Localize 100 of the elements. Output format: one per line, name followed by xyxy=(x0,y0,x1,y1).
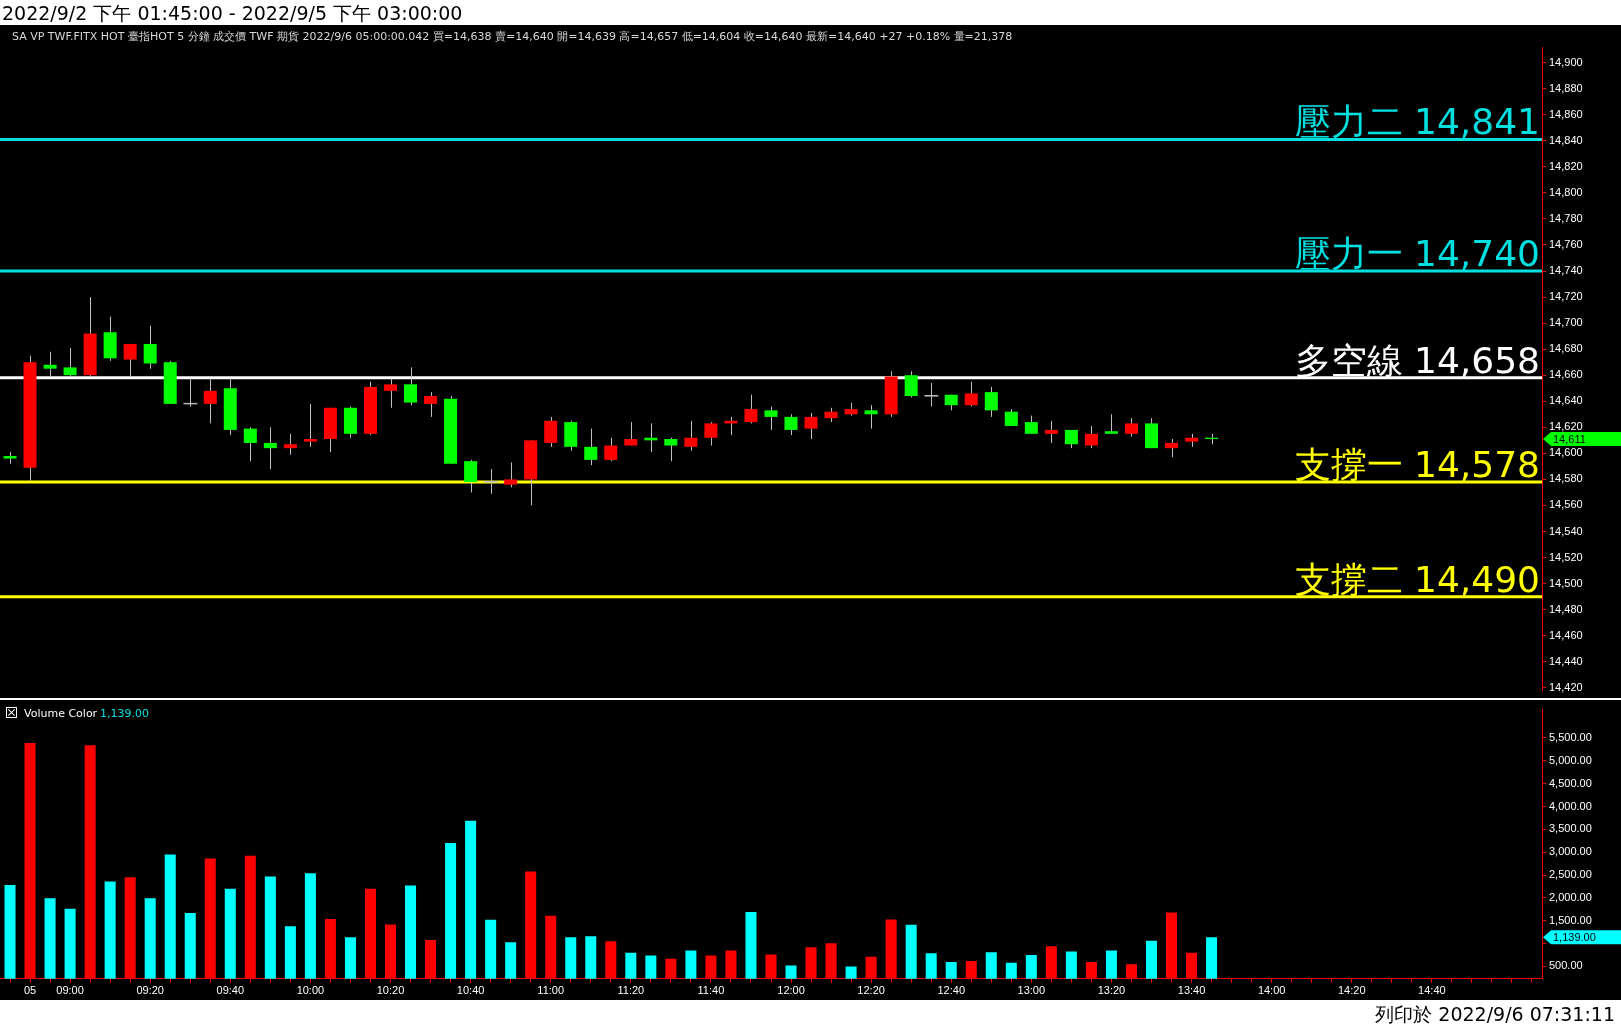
candlestick xyxy=(504,461,518,488)
x-tick-label: 13:40 xyxy=(1177,984,1206,997)
y-tick-label: 14,700 xyxy=(1549,316,1583,329)
candlestick xyxy=(484,468,499,495)
y-tick-label: 2,000.00 xyxy=(1549,890,1592,903)
y-tick-label: 14,540 xyxy=(1549,524,1583,537)
candlestick xyxy=(964,381,978,407)
y-tick-label: 14,820 xyxy=(1549,159,1583,172)
y-tick-label: 14,760 xyxy=(1549,238,1583,250)
y-tick-label: 14,860 xyxy=(1549,107,1583,120)
y-tick-label: 14,900 xyxy=(1549,55,1583,68)
y-tick-label: 14,440 xyxy=(1549,654,1583,667)
candlestick xyxy=(684,420,698,452)
y-tick-label: 14,600 xyxy=(1549,446,1583,459)
ref-line-label: 壓力一 14,740 xyxy=(1294,233,1540,275)
y-tick-label: 1,500.00 xyxy=(1549,913,1592,926)
y-tick-label: 14,580 xyxy=(1549,472,1583,485)
candlestick xyxy=(63,347,77,378)
y-tick-label: 14,740 xyxy=(1549,264,1583,277)
y-tick-label: 14,800 xyxy=(1549,185,1583,198)
x-tick-label: 12:40 xyxy=(937,984,965,997)
y-tick-label: 14,840 xyxy=(1549,133,1583,146)
candlestick xyxy=(704,421,718,447)
y-tick-label: 14,460 xyxy=(1549,628,1583,641)
y-tick-label: 3,000.00 xyxy=(1549,845,1592,858)
y-tick-label: 4,000.00 xyxy=(1549,799,1592,812)
y-tick-label: 14,880 xyxy=(1549,81,1583,94)
candlestick xyxy=(1124,417,1138,437)
y-tick-label: 14,420 xyxy=(1549,680,1583,693)
candlestick xyxy=(904,370,918,398)
x-tick-label: 09:20 xyxy=(136,984,164,997)
candlestick xyxy=(404,366,418,406)
y-tick-label: 14,720 xyxy=(1549,290,1583,303)
candlestick xyxy=(584,428,598,466)
candlestick xyxy=(384,378,398,409)
y-tick-label: 14,500 xyxy=(1549,576,1583,589)
ref-line-label: 支撐二 14,490 xyxy=(1294,558,1540,600)
chart-subtitle: SA VP TWF.FITX HOT 臺指HOT 5 分鐘 成交價 TWF 期貨 2022/9/6 05:00:00.042 買=14,638 賣=14,640 開=14,639 高=14,657 低=14,604 收=14,640 最新=14,640 +27 +0.18% 量=21,378 xyxy=(12,29,1013,44)
x-tick-label: 14:20 xyxy=(1337,984,1366,997)
candlestick xyxy=(1165,438,1179,458)
text: 1,139.00 xyxy=(1553,931,1596,944)
chart-title: 2022/9/2 下午 01:45:00 - 2022/9/5 下午 03:00:00 xyxy=(2,1,463,26)
candlestick xyxy=(744,394,758,424)
candlestick xyxy=(1084,425,1098,449)
x-tick-label: 12:20 xyxy=(857,984,885,997)
x-tick-label: 11:40 xyxy=(697,984,725,997)
candlestick xyxy=(784,413,798,436)
chart-subtitle: 1,139.00 xyxy=(100,707,149,720)
candlestick xyxy=(143,325,157,370)
candlestick xyxy=(1044,420,1058,444)
y-tick-label: 14,780 xyxy=(1549,211,1583,224)
x-tick-label: 13:20 xyxy=(1097,984,1126,997)
y-tick-label: 3,500.00 xyxy=(1549,822,1592,835)
x-tick-label: 09:00 xyxy=(56,984,84,997)
x-tick-label: 13:00 xyxy=(1017,984,1046,997)
y-tick-label: 14,660 xyxy=(1549,368,1583,381)
candlestick xyxy=(624,421,638,447)
candlestick xyxy=(303,403,317,448)
text: 14,611 xyxy=(1553,433,1586,446)
candlestick xyxy=(1104,413,1118,435)
ref-line-label: 支撐一 14,578 xyxy=(1294,444,1540,486)
x-tick-label: 11:20 xyxy=(617,984,645,997)
candlestick xyxy=(664,437,678,462)
candlestick xyxy=(764,405,778,431)
y-tick-label: 4,500.00 xyxy=(1549,776,1592,789)
y-tick-label: 14,680 xyxy=(1549,342,1583,355)
candlestick xyxy=(464,459,478,493)
text: 列印於 2022/9/6 07:31:11 xyxy=(1375,1002,1615,1025)
x-tick-label: 12:00 xyxy=(777,984,805,997)
y-tick-label: 500.00 xyxy=(1549,959,1583,972)
x-tick-label: 09:40 xyxy=(216,984,245,997)
candlestick xyxy=(424,391,438,418)
candlestick xyxy=(43,351,57,378)
candlestick xyxy=(203,378,217,424)
candlestick xyxy=(243,426,257,462)
x-tick-label: 10:40 xyxy=(456,984,485,997)
chart-title: Volume Color xyxy=(24,707,98,720)
candlestick xyxy=(544,416,558,448)
y-tick-label: 14,620 xyxy=(1549,420,1583,433)
x-tick-label: 05 xyxy=(23,984,37,997)
x-tick-label: 10:20 xyxy=(376,984,405,997)
candlestick xyxy=(604,437,618,462)
candlestick xyxy=(984,386,998,418)
y-tick-label: 2,500.00 xyxy=(1549,868,1592,881)
candlestick xyxy=(804,412,818,440)
y-tick-label: 14,640 xyxy=(1549,394,1583,407)
ref-line-label: 壓力二 14,841 xyxy=(1294,101,1540,143)
candlestick xyxy=(283,433,297,456)
candlestick xyxy=(924,382,939,407)
candlestick xyxy=(263,426,277,470)
y-tick-label: 14,480 xyxy=(1549,602,1583,615)
candlestick xyxy=(123,343,137,378)
y-tick-label: 5,500.00 xyxy=(1549,730,1592,743)
x-tick-label: 14:40 xyxy=(1418,984,1446,997)
x-tick-label: 14:00 xyxy=(1257,984,1286,997)
y-tick-label: 5,000.00 xyxy=(1549,753,1592,766)
candlestick xyxy=(864,404,878,430)
x-tick-label: 11:00 xyxy=(537,984,565,997)
y-tick-label: 14,560 xyxy=(1549,498,1583,511)
candlestick xyxy=(183,378,198,407)
